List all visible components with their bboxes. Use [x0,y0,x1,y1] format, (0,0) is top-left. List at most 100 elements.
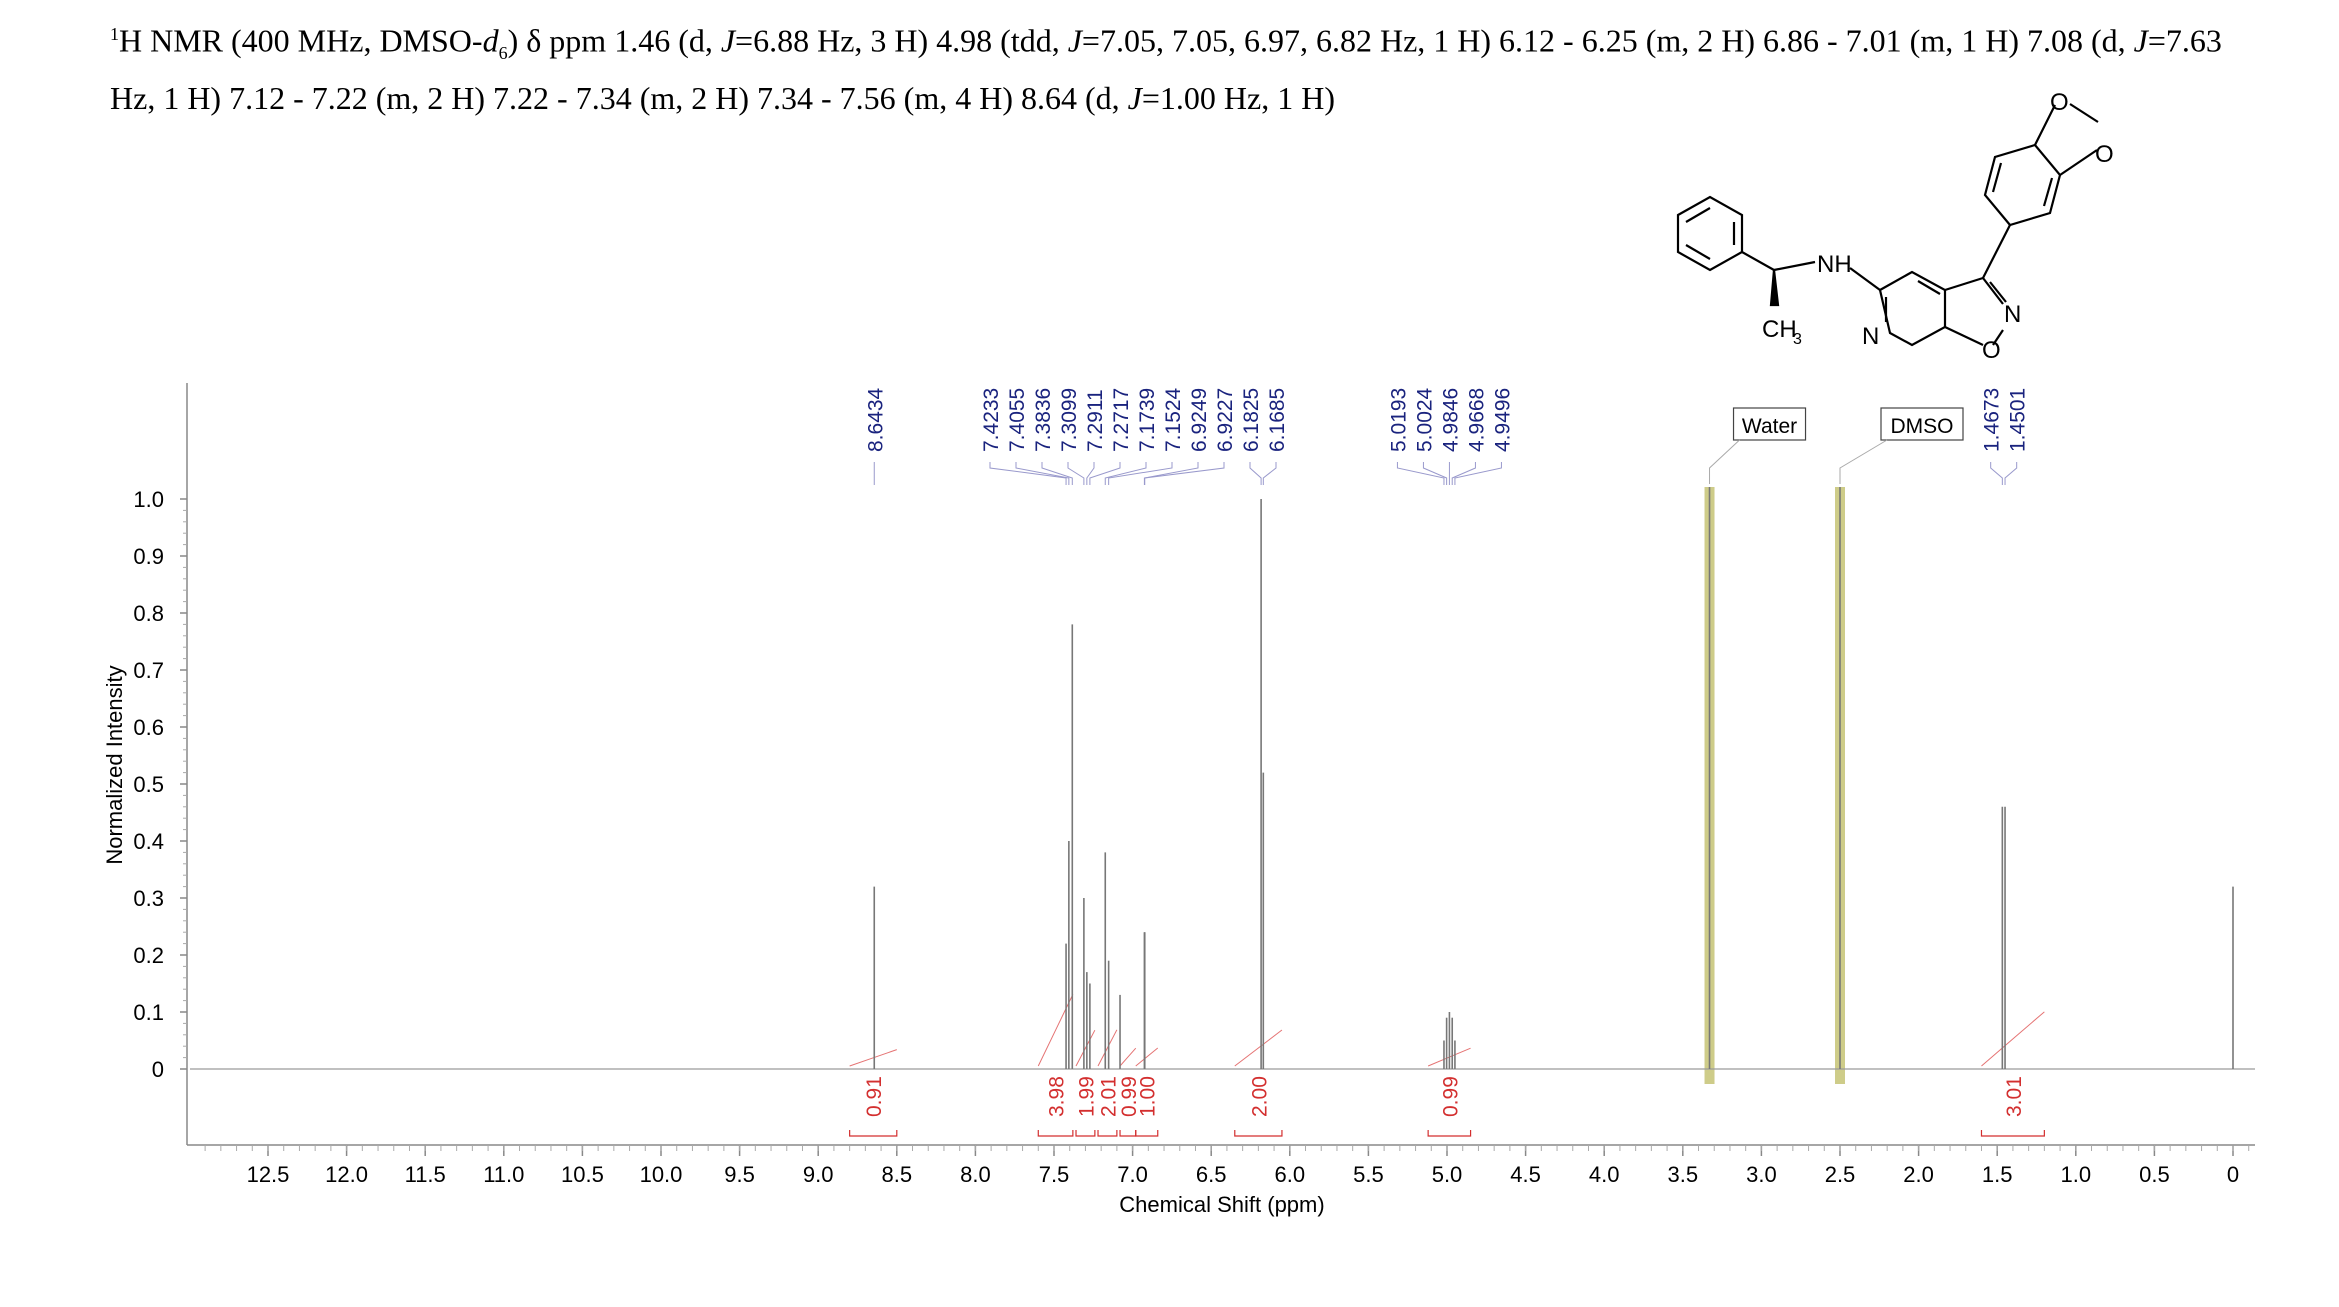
y-tick-label: 1.0 [133,487,164,512]
label-nh: NH [1817,251,1852,278]
y-tick-label: 0.4 [133,829,164,854]
peak-label-leader [1108,462,1173,485]
solvent-italic: d [482,22,499,59]
spectrum-description: 1H NMR (400 MHz, DMSO-d6) δ ppm 1.46 (d,… [110,12,2260,121]
integral-value: 1.99 [1075,1076,1098,1117]
peak-label-leader [1104,462,1147,485]
label-ch3: CH [1762,316,1797,343]
x-tick-label: 5.5 [1353,1162,1384,1187]
x-tick-label: 12.0 [325,1162,368,1187]
wedge-bond [1769,269,1780,307]
x-tick-label: 7.5 [1039,1162,1070,1187]
x-tick-label: 12.5 [247,1162,290,1187]
integral-curve [1234,1029,1283,1067]
peak-label: 7.4055 [1006,388,1029,452]
bond-nh-ring [1849,267,1881,291]
x-tick-label: 8.0 [960,1162,991,1187]
j-symbol-1: J [720,22,736,59]
x-tick-label: 6.5 [1196,1162,1227,1187]
j-symbol-4: J [1127,80,1142,117]
description-text-5: =7.63 Hz, 1 H) 7.12 - 7.22 (m, 2 H) 7.22… [110,22,2222,117]
phenyl-ring [1676,195,1744,272]
integral-bracket [1427,1130,1472,1137]
x-tick-label: 5.0 [1432,1162,1463,1187]
peak-label: 6.9249 [1188,388,1211,452]
y-axis-ticks: 0 0.1 0.2 0.3 0.4 0.5 0.6 0.7 0.8 0.9 1.0 [133,487,187,1082]
y-tick-label: 0.3 [133,886,164,911]
y-tick-label: 0.6 [133,715,164,740]
integral-bracket [849,1130,898,1137]
peak-label: 6.9227 [1214,388,1237,452]
integral-value: 3.98 [1046,1076,1069,1117]
peak-label: 5.0024 [1413,387,1436,452]
label-o2: O [2095,141,2114,168]
integral-curve [1135,1047,1159,1067]
peak-label-leader [1041,462,1073,485]
bond-ph-c [1741,251,1775,271]
integral-value: 1.00 [1137,1076,1160,1117]
peak-label: 4.9668 [1465,388,1488,452]
y-tick-label: 0.8 [133,601,164,626]
peak-label-leader [1262,462,1277,485]
description-text-4: =7.05, 7.05, 6.97, 6.82 Hz, 1 H) 6.12 - … [1081,22,2134,59]
peak-label-leader [1086,462,1095,485]
x-tick-label: 0.5 [2139,1162,2170,1187]
x-tick-label: 8.5 [882,1162,913,1187]
integral-bracket [1037,1130,1074,1137]
description-text-2: ) δ ppm 1.46 (d, [507,22,721,59]
molecule-structure [1676,103,2099,347]
integral-curve [1097,1029,1118,1067]
x-tick-label: 11.5 [405,1162,446,1187]
solvent-regions: Water DMSO [1704,407,1964,1084]
solvent-leader [1839,439,1888,484]
solvent-leader [1709,439,1740,484]
integral-curve [849,1049,897,1067]
peak-label: 1.4673 [1981,388,2004,452]
peak-label-leader [1015,462,1070,485]
label-n-ring: N [1862,323,1879,350]
peak-label-leader [1067,462,1085,485]
integral-bracket [1980,1130,2045,1137]
x-tick-label: 2.0 [1903,1162,1934,1187]
integral-value: 2.00 [1248,1076,1271,1117]
peak-label: 7.2911 [1084,389,1107,452]
peak-label-leader [1144,462,1225,485]
integral-bracket [1097,1130,1118,1137]
x-tick-label: 4.5 [1510,1162,1541,1187]
peak-label: 7.3099 [1058,388,1081,452]
peak-label-leader [1396,462,1445,485]
x-tick-label: 4.0 [1589,1162,1620,1187]
peak-label: 6.1825 [1240,388,1263,452]
integral-curve [1037,994,1074,1067]
x-tick-label: 9.0 [803,1162,834,1187]
peak-label-leader [1451,462,1476,485]
integral-bracket [1234,1130,1283,1137]
y-axis-label: Normalized Intensity [102,665,127,864]
x-tick-label: 7.0 [1117,1162,1148,1187]
peak-label-leader [1249,462,1262,485]
peak-label: 4.9846 [1439,388,1462,452]
solvent-label: DMSO [1891,415,1954,438]
peak-label-leader [1990,462,2003,485]
x-tick-label: 1.5 [1982,1162,2013,1187]
pyridine-ring [1878,270,1947,347]
y-tick-label: 0.2 [133,943,164,968]
x-tick-label: 1.0 [2061,1162,2092,1187]
peak-label-leader [1422,462,1448,485]
j-symbol-2: J [1067,22,1082,59]
x-tick-label: 3.5 [1668,1162,1699,1187]
description-text-3: =6.88 Hz, 3 H) 4.98 (tdd, [735,22,1068,59]
integral-bracket [1119,1130,1137,1137]
peak-label: 7.1524 [1162,387,1185,452]
peak-label: 6.1685 [1266,388,1289,452]
label-ch3-sub: 3 [1793,331,1802,348]
solvent-label-box [1880,407,1964,441]
solvent-label: Water [1742,415,1797,438]
integral-value: 2.01 [1097,1076,1120,1117]
description-text-6: =1.00 Hz, 1 H) [1141,80,1335,117]
integral-value: 0.91 [863,1076,886,1117]
peak-label: 5.0193 [1387,388,1410,452]
bond-aryl [1982,224,2011,279]
molecule-labels: NH CH 3 N N O O O [1762,89,2114,364]
